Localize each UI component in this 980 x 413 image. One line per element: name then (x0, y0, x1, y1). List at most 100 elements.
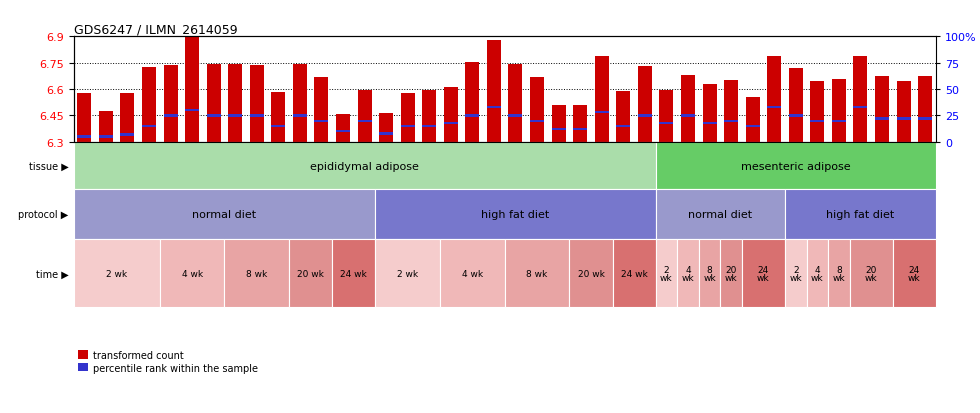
Text: 4
wk: 4 wk (811, 265, 823, 282)
Bar (660, 91, 673, 142)
Bar (466, 115, 479, 117)
Bar (789, 115, 803, 117)
Text: 8
wk: 8 wk (704, 265, 715, 282)
Bar (440, 240, 505, 308)
Bar (444, 122, 458, 125)
Bar (832, 80, 846, 142)
Bar (918, 118, 932, 121)
Bar (207, 64, 220, 142)
Bar (164, 66, 177, 142)
Bar (375, 190, 656, 240)
Bar (228, 115, 242, 117)
Bar (854, 57, 867, 142)
Bar (289, 240, 332, 308)
Bar (703, 85, 716, 142)
Bar (293, 64, 307, 142)
Bar (358, 120, 371, 123)
Bar (720, 240, 742, 308)
Text: 20 wk: 20 wk (577, 269, 605, 278)
Bar (379, 133, 393, 135)
Bar (401, 94, 415, 142)
Bar (785, 190, 936, 240)
Bar (401, 126, 415, 128)
Text: 4 wk: 4 wk (462, 269, 483, 278)
Bar (681, 76, 695, 142)
Bar (121, 134, 134, 136)
Text: 20 wk: 20 wk (297, 269, 324, 278)
Bar (552, 106, 565, 142)
Bar (224, 240, 289, 308)
Bar (703, 122, 716, 125)
Bar (897, 118, 910, 121)
Legend: transformed count, percentile rank within the sample: transformed count, percentile rank withi… (78, 350, 258, 373)
Bar (854, 107, 867, 109)
Bar (573, 129, 587, 131)
Bar (77, 94, 91, 142)
Bar (656, 190, 785, 240)
Bar (810, 82, 824, 142)
Bar (375, 240, 440, 308)
Bar (656, 142, 936, 190)
Text: 24 wk: 24 wk (620, 269, 648, 278)
Bar (185, 110, 199, 112)
Text: 24
wk: 24 wk (758, 265, 769, 282)
Bar (487, 41, 501, 142)
Bar (315, 120, 328, 123)
Bar (121, 94, 134, 142)
Bar (487, 107, 501, 109)
Bar (828, 240, 850, 308)
Bar (250, 66, 264, 142)
Bar (99, 112, 113, 142)
Bar (336, 131, 350, 133)
Bar (422, 91, 436, 142)
Bar (509, 115, 522, 117)
Bar (807, 240, 828, 308)
Bar (656, 240, 677, 308)
Text: 4 wk: 4 wk (181, 269, 203, 278)
Text: 8 wk: 8 wk (526, 269, 548, 278)
Bar (699, 240, 720, 308)
Bar (612, 240, 656, 308)
Bar (207, 115, 220, 117)
Bar (74, 142, 656, 190)
Bar (767, 57, 781, 142)
Bar (616, 126, 630, 128)
Bar (530, 120, 544, 123)
Bar (785, 240, 807, 308)
Bar (569, 240, 612, 308)
Bar (742, 240, 785, 308)
Bar (552, 129, 565, 131)
Text: epididymal adipose: epididymal adipose (310, 161, 419, 171)
Bar (810, 120, 824, 123)
Text: normal diet: normal diet (688, 210, 753, 220)
Bar (379, 114, 393, 142)
Bar (893, 240, 936, 308)
Bar (918, 77, 932, 142)
Text: 2
wk: 2 wk (790, 265, 802, 282)
Bar (332, 240, 375, 308)
Bar (164, 115, 177, 117)
Bar (74, 240, 160, 308)
Bar (358, 91, 371, 142)
Text: GDS6247 / ILMN_2614059: GDS6247 / ILMN_2614059 (74, 23, 237, 36)
Bar (142, 68, 156, 142)
Bar (74, 190, 375, 240)
Bar (444, 88, 458, 142)
Bar (724, 81, 738, 142)
Bar (505, 240, 569, 308)
Bar (724, 120, 738, 123)
Bar (142, 126, 156, 128)
Bar (530, 78, 544, 142)
Bar (681, 115, 695, 117)
Bar (422, 126, 436, 128)
Bar (789, 69, 803, 142)
Bar (638, 115, 652, 117)
Bar (850, 240, 893, 308)
Text: 24
wk: 24 wk (908, 265, 920, 282)
Text: 20
wk: 20 wk (865, 265, 877, 282)
Bar (293, 115, 307, 117)
Bar (99, 136, 113, 138)
Bar (466, 63, 479, 142)
Text: 2 wk: 2 wk (106, 269, 127, 278)
Bar (271, 93, 285, 142)
